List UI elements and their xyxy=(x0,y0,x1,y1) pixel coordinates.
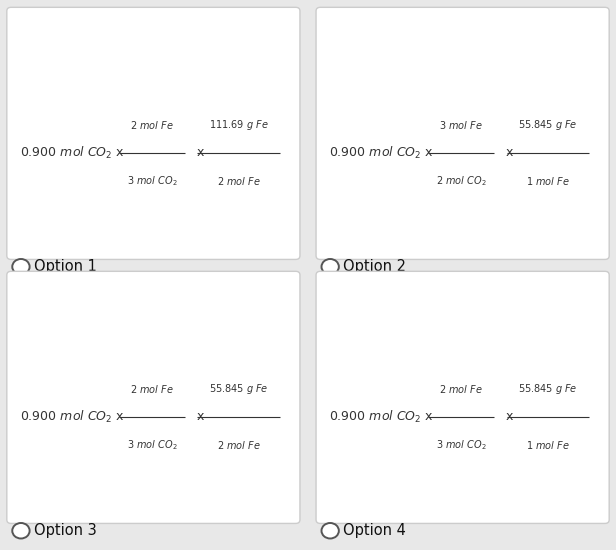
Text: $\mathit{55.845\ g\ Fe}$: $\mathit{55.845\ g\ Fe}$ xyxy=(209,382,269,396)
Circle shape xyxy=(12,523,30,538)
FancyBboxPatch shape xyxy=(316,7,609,260)
Text: $\mathit{3\ mol\ Fe}$: $\mathit{3\ mol\ Fe}$ xyxy=(439,119,483,131)
Circle shape xyxy=(322,523,339,538)
Text: $\mathit{2\ mol\ Fe}$: $\mathit{2\ mol\ Fe}$ xyxy=(217,439,261,451)
Text: Option 1: Option 1 xyxy=(34,259,97,274)
FancyBboxPatch shape xyxy=(7,271,300,524)
Text: $\mathit{3\ mol\ CO}_{2}$: $\mathit{3\ mol\ CO}_{2}$ xyxy=(436,438,487,452)
Text: $\mathit{111.69\ g\ Fe}$: $\mathit{111.69\ g\ Fe}$ xyxy=(209,118,269,132)
FancyBboxPatch shape xyxy=(316,271,609,524)
Circle shape xyxy=(12,259,30,274)
Text: Option 3: Option 3 xyxy=(34,523,97,538)
Text: $\mathit{3\ mol\ CO}_{2}$: $\mathit{3\ mol\ CO}_{2}$ xyxy=(127,438,177,452)
Text: $\mathrm{x}$: $\mathrm{x}$ xyxy=(195,410,205,424)
Text: $\mathit{2\ mol\ Fe}$: $\mathit{2\ mol\ Fe}$ xyxy=(130,119,174,131)
Text: $\mathrm{x}$: $\mathrm{x}$ xyxy=(195,146,205,160)
Text: $\mathrm{x}$: $\mathrm{x}$ xyxy=(505,146,514,160)
Text: $\mathit{3\ mol\ CO}_{2}$: $\mathit{3\ mol\ CO}_{2}$ xyxy=(127,174,177,188)
Text: $\mathit{2\ mol\ Fe}$: $\mathit{2\ mol\ Fe}$ xyxy=(130,383,174,395)
Text: $0.900\ \mathit{mol}\ \mathit{CO}_{2}\ \mathrm{x}$: $0.900\ \mathit{mol}\ \mathit{CO}_{2}\ \… xyxy=(20,145,124,161)
Text: $\mathit{1\ mol\ Fe}$: $\mathit{1\ mol\ Fe}$ xyxy=(526,439,570,451)
Text: $\mathit{55.845\ g\ Fe}$: $\mathit{55.845\ g\ Fe}$ xyxy=(518,118,578,132)
FancyBboxPatch shape xyxy=(7,7,300,260)
Text: $\mathit{2\ mol\ CO}_{2}$: $\mathit{2\ mol\ CO}_{2}$ xyxy=(436,174,487,188)
Text: Option 4: Option 4 xyxy=(343,523,406,538)
Text: $\mathit{2\ mol\ Fe}$: $\mathit{2\ mol\ Fe}$ xyxy=(439,383,483,395)
Text: $\mathit{1\ mol\ Fe}$: $\mathit{1\ mol\ Fe}$ xyxy=(526,175,570,187)
Text: Option 2: Option 2 xyxy=(343,259,406,274)
Text: $\mathrm{x}$: $\mathrm{x}$ xyxy=(505,410,514,424)
Text: $0.900\ \mathit{mol}\ \mathit{CO}_{2}\ \mathrm{x}$: $0.900\ \mathit{mol}\ \mathit{CO}_{2}\ \… xyxy=(329,409,434,425)
Text: $0.900\ \mathit{mol}\ \mathit{CO}_{2}\ \mathrm{x}$: $0.900\ \mathit{mol}\ \mathit{CO}_{2}\ \… xyxy=(20,409,124,425)
Text: $\mathit{55.845\ g\ Fe}$: $\mathit{55.845\ g\ Fe}$ xyxy=(518,382,578,396)
Text: $\mathit{2\ mol\ Fe}$: $\mathit{2\ mol\ Fe}$ xyxy=(217,175,261,187)
Text: $0.900\ \mathit{mol}\ \mathit{CO}_{2}\ \mathrm{x}$: $0.900\ \mathit{mol}\ \mathit{CO}_{2}\ \… xyxy=(329,145,434,161)
Circle shape xyxy=(322,259,339,274)
